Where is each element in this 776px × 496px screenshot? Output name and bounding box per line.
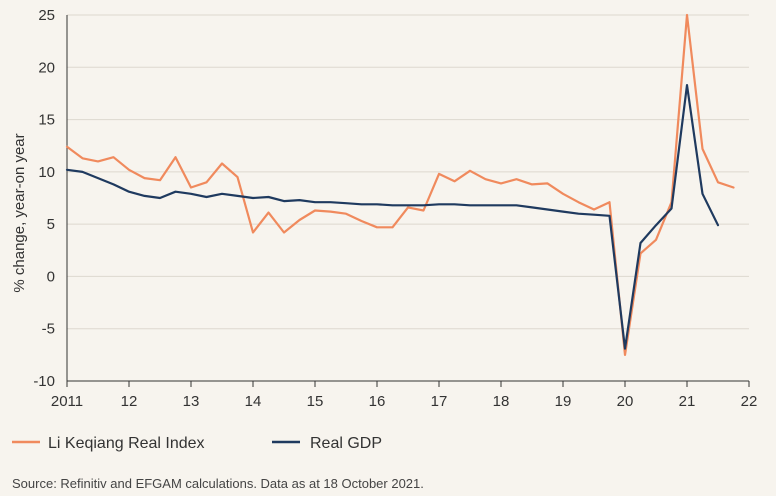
- legend: Li Keqiang Real Index Real GDP: [12, 435, 382, 452]
- y-tick-label: 15: [38, 112, 55, 129]
- legend-label-real-gdp: Real GDP: [310, 435, 382, 452]
- x-tick-label: 16: [369, 393, 386, 410]
- x-tick-labels: 2011 12 13 14 15 16 17 18 19 20 21 22: [51, 393, 757, 410]
- y-tick-label: -10: [33, 373, 55, 390]
- y-tick-label: 5: [47, 216, 55, 233]
- x-tick-label: 12: [121, 393, 138, 410]
- x-tick-label: 19: [555, 393, 572, 410]
- x-tick-label: 18: [493, 393, 510, 410]
- x-tick-label: 21: [679, 393, 696, 410]
- x-tick-label: 20: [617, 393, 634, 410]
- y-tick-labels: -10 -5 0 5 10 15 20 25: [33, 7, 55, 390]
- x-tick-label: 17: [431, 393, 448, 410]
- y-tick-label: 25: [38, 7, 55, 24]
- source-note: Source: Refinitiv and EFGAM calculations…: [12, 476, 424, 491]
- series-line-li-keqiang: [65, 13, 735, 356]
- x-tick-label: 13: [183, 393, 200, 410]
- x-tick-label: 2011: [51, 393, 83, 410]
- axes: [66, 15, 750, 387]
- legend-label-li-keqiang: Li Keqiang Real Index: [48, 435, 205, 452]
- gridlines: [67, 14, 749, 330]
- y-tick-label: 20: [38, 59, 55, 76]
- y-tick-label: 10: [38, 164, 55, 181]
- series-lines: [65, 13, 735, 356]
- x-tick-label: 22: [741, 393, 758, 410]
- y-axis-title: % change, year-on year: [11, 133, 28, 292]
- series-line-real-gdp: [65, 83, 720, 350]
- x-tick-label: 15: [307, 393, 324, 410]
- y-tick-label: 0: [47, 268, 55, 285]
- y-tick-label: -5: [42, 321, 55, 338]
- x-tick-label: 14: [245, 393, 262, 410]
